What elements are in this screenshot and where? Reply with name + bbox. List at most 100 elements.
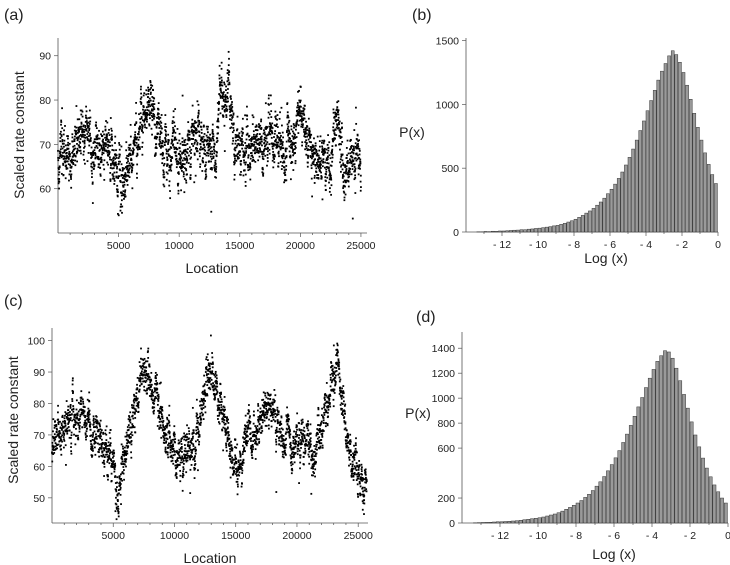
c-point [199,415,202,418]
a-point [175,157,178,160]
c-point [99,425,101,428]
a-point [356,134,359,137]
c-point [309,444,311,447]
c-y-tick-label: 100 [27,336,45,348]
a-point [329,187,331,190]
a-point [275,138,277,141]
a-point [179,153,181,156]
a-point [197,109,200,112]
a-point [161,154,164,157]
a-point [140,101,143,104]
a-point [352,152,355,155]
a-point [176,148,179,151]
c-point [84,419,87,422]
c-point [128,434,131,436]
a-point [61,127,64,130]
a-point [291,130,294,133]
c-point [85,424,88,427]
a-point [220,61,223,64]
a-point [231,116,234,118]
a-y-tick-label: 60 [39,184,51,196]
c-point [59,420,61,423]
a-point [126,168,128,171]
c-point [297,440,300,443]
c-point [192,458,194,461]
a-point [230,98,232,100]
c-point [274,394,277,397]
a-point [209,150,212,153]
a-point [128,168,130,171]
a-point [261,171,264,174]
a-point [317,167,320,169]
a-point [65,157,68,160]
a-point [209,147,212,150]
a-point [191,118,194,121]
a-point [213,142,216,145]
a-point [294,141,297,144]
c-point [278,443,281,446]
c-point [289,430,291,433]
a-point [104,128,107,131]
a-point [247,154,250,157]
a-point [165,126,168,128]
a-point [123,183,126,186]
a-point [356,138,358,141]
a-point [245,144,248,147]
c-point [156,391,159,394]
c-point [149,388,152,391]
a-point [315,171,318,173]
c-point [161,421,164,424]
a-point [317,158,320,161]
a-point [147,86,150,89]
a-point [247,165,250,168]
a-point [262,173,264,176]
a-point [144,109,147,112]
c-point [295,433,297,435]
c-point [314,468,317,471]
a-point [166,164,169,166]
c-point [306,443,308,446]
a-point [115,175,118,178]
c-point [71,408,73,411]
a-point [145,89,148,92]
c-point [95,415,98,418]
c-point [85,430,88,433]
c-point [244,437,247,440]
a-point [141,129,143,131]
c-point [52,449,55,451]
c-point [165,441,167,444]
a-point [100,144,103,147]
a-point [227,64,230,67]
c-point [106,474,109,476]
a-point [145,116,148,118]
c-point [100,435,102,438]
c-point [263,404,266,407]
b-x-tick-label: - 10 [529,239,547,251]
a-point [348,158,351,161]
c-point [262,398,265,401]
a-point [57,149,59,152]
c-point [300,447,302,449]
a-point [277,152,280,155]
a-point [159,130,162,133]
a-point [359,189,362,192]
a-point [301,144,303,147]
a-point [326,152,329,154]
c-point [261,419,264,422]
a-point [111,149,114,151]
a-point [296,120,299,123]
a-point [293,148,296,151]
a-point [311,146,314,148]
a-point [313,151,316,154]
c-point [216,414,219,417]
a-point [292,154,295,157]
a-point [323,139,326,142]
c-point [241,460,244,463]
c-point [218,404,221,407]
a-point [354,145,357,148]
a-point [273,161,276,164]
a-point [212,133,215,135]
c-point [61,414,64,417]
c-point [66,418,69,421]
a-point [183,139,186,142]
